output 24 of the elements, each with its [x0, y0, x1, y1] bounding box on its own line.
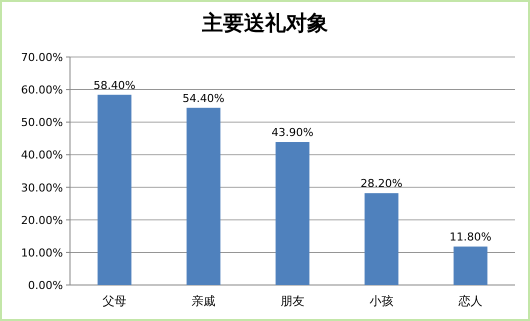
data-label: 11.80%	[450, 230, 492, 244]
data-label: 58.40%	[94, 78, 136, 92]
y-tick-label: 10.00%	[21, 246, 63, 260]
x-tick-label: 朋友	[280, 294, 304, 308]
bar	[98, 94, 132, 285]
data-label: 54.40%	[182, 92, 224, 105]
y-tick-label: 30.00%	[21, 181, 63, 194]
y-tick-label: 50.00%	[21, 116, 63, 130]
y-tick-label: 70.00%	[21, 51, 63, 64]
y-tick-label: 20.00%	[21, 214, 63, 227]
chart-title: 主要送礼对象	[201, 11, 328, 35]
x-tick-label: 恋人	[458, 294, 482, 308]
y-tick-label: 60.00%	[21, 84, 63, 97]
x-tick-label: 小孩	[370, 294, 394, 308]
bar	[364, 193, 398, 285]
data-label: 43.90%	[272, 126, 314, 140]
y-tick-label: 40.00%	[21, 148, 63, 162]
x-tick-label: 亲戚	[192, 294, 216, 308]
bar	[276, 142, 310, 285]
y-tick-label: 0.00%	[28, 279, 63, 292]
x-tick-label: 父母	[102, 294, 126, 308]
bar	[186, 108, 220, 285]
bar	[454, 246, 488, 285]
data-label: 28.20%	[360, 177, 402, 190]
